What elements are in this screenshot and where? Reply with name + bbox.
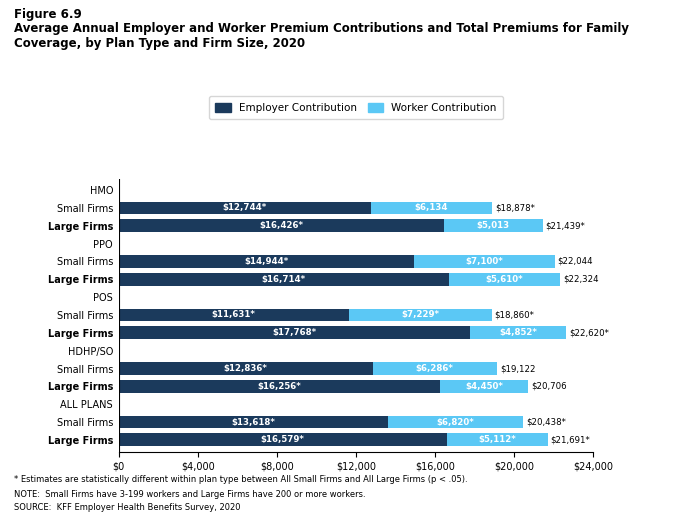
Text: * Estimates are statistically different within plan type between All Small Firms: * Estimates are statistically different …: [14, 475, 468, 484]
Text: $16,426*: $16,426*: [259, 221, 303, 230]
Text: $22,620*: $22,620*: [569, 328, 609, 338]
Text: $21,439*: $21,439*: [546, 221, 586, 230]
Text: $5,013: $5,013: [477, 221, 510, 230]
Text: Average Annual Employer and Worker Premium Contributions and Total Premiums for : Average Annual Employer and Worker Premi…: [14, 22, 629, 50]
Bar: [414, 255, 555, 268]
Text: $7,229*: $7,229*: [401, 310, 439, 320]
Text: $16,256*: $16,256*: [258, 382, 302, 391]
Text: $19,122: $19,122: [500, 364, 535, 373]
Text: $6,820*: $6,820*: [436, 417, 475, 426]
Bar: [119, 219, 443, 232]
Text: $6,286*: $6,286*: [416, 364, 454, 373]
Text: $20,706: $20,706: [531, 382, 567, 391]
Bar: [443, 219, 542, 232]
Bar: [447, 434, 548, 446]
Bar: [119, 255, 414, 268]
Legend: Employer Contribution, Worker Contribution: Employer Contribution, Worker Contributi…: [209, 97, 503, 119]
Text: $20,438*: $20,438*: [526, 417, 565, 426]
Bar: [119, 434, 447, 446]
Text: $18,878*: $18,878*: [495, 204, 535, 213]
Text: Figure 6.9: Figure 6.9: [14, 8, 82, 21]
Bar: [119, 309, 349, 321]
Bar: [450, 273, 560, 286]
Text: $5,610*: $5,610*: [486, 275, 524, 284]
Text: $4,450*: $4,450*: [465, 382, 503, 391]
Bar: [371, 202, 492, 214]
Bar: [119, 380, 440, 393]
Text: $6,134: $6,134: [415, 204, 448, 213]
Bar: [119, 416, 388, 428]
Text: $18,860*: $18,860*: [495, 310, 535, 320]
Text: $17,768*: $17,768*: [272, 328, 316, 338]
Bar: [440, 380, 528, 393]
Bar: [119, 273, 450, 286]
Bar: [470, 327, 566, 339]
Text: $22,044: $22,044: [558, 257, 593, 266]
Text: $16,714*: $16,714*: [262, 275, 306, 284]
Bar: [373, 362, 497, 375]
Text: $14,944*: $14,944*: [244, 257, 288, 266]
Bar: [119, 202, 371, 214]
Text: $5,112*: $5,112*: [478, 435, 516, 444]
Text: $16,579*: $16,579*: [260, 435, 304, 444]
Text: $11,631*: $11,631*: [211, 310, 255, 320]
Bar: [388, 416, 523, 428]
Text: $7,100*: $7,100*: [466, 257, 503, 266]
Bar: [349, 309, 491, 321]
Text: $12,744*: $12,744*: [223, 204, 267, 213]
Bar: [119, 362, 373, 375]
Text: $22,324: $22,324: [563, 275, 599, 284]
Text: $21,691*: $21,691*: [551, 435, 591, 444]
Text: $13,618*: $13,618*: [231, 417, 275, 426]
Text: NOTE:  Small Firms have 3-199 workers and Large Firms have 200 or more workers.: NOTE: Small Firms have 3-199 workers and…: [14, 490, 366, 499]
Text: SOURCE:  KFF Employer Health Benefits Survey, 2020: SOURCE: KFF Employer Health Benefits Sur…: [14, 503, 240, 512]
Text: $12,836*: $12,836*: [223, 364, 267, 373]
Bar: [119, 327, 470, 339]
Text: $4,852*: $4,852*: [499, 328, 537, 338]
